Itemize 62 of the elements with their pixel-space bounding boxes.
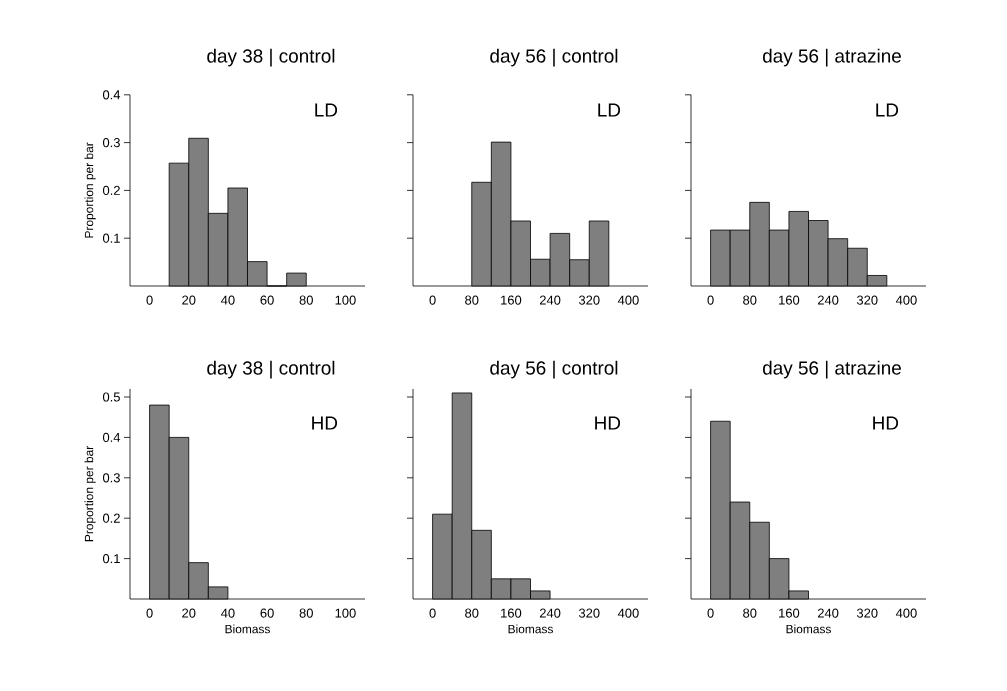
x-tick-label: 240 <box>539 608 561 618</box>
annotation: LD <box>598 103 621 117</box>
x-tick-label: 0 <box>429 608 436 618</box>
chart-title: day 56 | control <box>490 360 618 379</box>
x-tick-label: 240 <box>817 295 839 305</box>
chart-title: day 56 | control <box>490 48 618 67</box>
x-tick-label: 240 <box>817 608 839 618</box>
x-tick-label: 60 <box>260 608 274 618</box>
x-tick-label: 80 <box>743 295 757 305</box>
annotation: HD <box>312 416 338 430</box>
annotation: HD <box>595 416 621 430</box>
x-tick-label: 0 <box>429 295 436 305</box>
x-tick-label: 320 <box>578 295 600 305</box>
x-tick-label: 0 <box>707 608 714 618</box>
y-tick-label: 0.4 <box>102 90 121 100</box>
y-tick-label: 0.3 <box>102 138 120 148</box>
x-tick-label: 20 <box>182 295 196 305</box>
x-tick-label: 240 <box>539 295 561 305</box>
x-tick-label: 160 <box>779 608 800 618</box>
y-tick-label: 0.5 <box>102 392 120 402</box>
annotation: LD <box>876 103 899 117</box>
chart-title: day 38 | control <box>207 48 335 67</box>
x-tick-label: 320 <box>578 608 600 618</box>
annotation: HD <box>873 416 899 430</box>
y-axis-title: Proportion per bar <box>84 142 96 238</box>
chart-title: day 56 | atrazine <box>763 48 901 67</box>
x-tick-label: 80 <box>299 295 313 305</box>
x-tick-label: 80 <box>299 608 313 618</box>
x-axis-title: Biomass <box>786 624 831 634</box>
x-axis-title: Biomass <box>225 624 270 634</box>
x-tick-label: 80 <box>465 608 479 618</box>
x-tick-label: 40 <box>221 608 235 618</box>
x-tick-label: 0 <box>146 608 153 618</box>
x-tick-label: 160 <box>501 295 522 305</box>
x-tick-label: 400 <box>617 295 639 305</box>
x-tick-label: 160 <box>501 608 522 618</box>
x-tick-label: 400 <box>895 608 917 618</box>
x-tick-label: 100 <box>335 608 356 618</box>
y-tick-label: 0.2 <box>102 513 120 523</box>
x-tick-label: 160 <box>779 295 800 305</box>
x-tick-label: 400 <box>617 608 639 618</box>
chart-title: day 56 | atrazine <box>763 360 901 379</box>
y-tick-label: 0.1 <box>102 554 120 564</box>
x-tick-label: 40 <box>221 295 235 305</box>
x-tick-label: 80 <box>743 608 757 618</box>
x-tick-label: 80 <box>465 295 479 305</box>
y-axis-title: Proportion per bar <box>84 446 96 542</box>
x-tick-label: 100 <box>335 295 356 305</box>
x-tick-label: 320 <box>856 608 878 618</box>
x-tick-label: 0 <box>707 295 714 305</box>
y-tick-label: 0.2 <box>102 185 120 195</box>
x-axis-title: Biomass <box>508 624 553 634</box>
x-tick-label: 0 <box>146 295 153 305</box>
annotation: LD <box>315 103 338 117</box>
x-tick-label: 320 <box>856 295 878 305</box>
y-tick-label: 0.4 <box>102 432 121 442</box>
x-tick-label: 20 <box>182 608 196 618</box>
y-tick-label: 0.3 <box>102 473 120 483</box>
chart-title: day 38 | control <box>207 360 335 379</box>
y-tick-label: 0.1 <box>102 233 120 243</box>
x-tick-label: 60 <box>260 295 274 305</box>
x-tick-label: 400 <box>895 295 917 305</box>
